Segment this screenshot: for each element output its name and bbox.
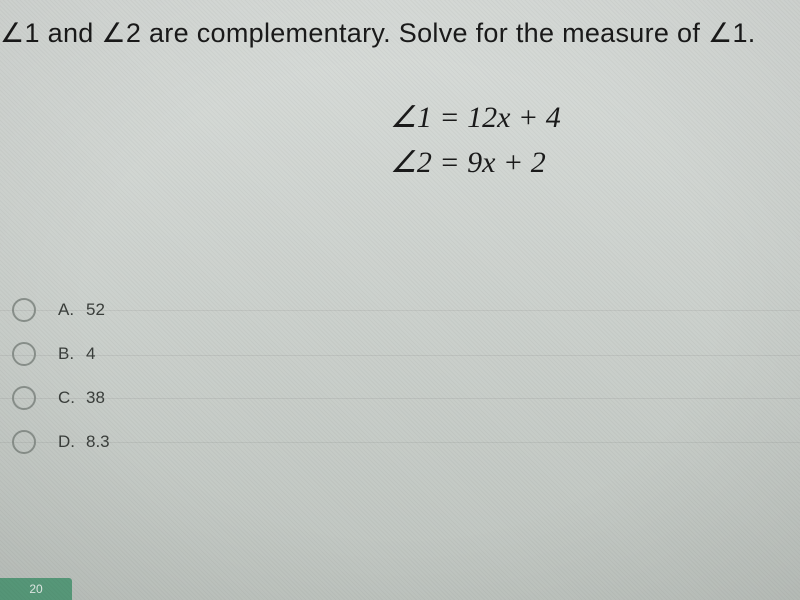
option-value: 8.3 xyxy=(86,432,110,452)
radio-icon[interactable] xyxy=(12,430,36,454)
question-prompt: ∠1 and ∠2 are complementary. Solve for t… xyxy=(0,18,756,49)
equation-2: ∠2 = 9x + 2 xyxy=(390,140,561,185)
option-letter: B. xyxy=(58,344,86,364)
radio-icon[interactable] xyxy=(12,342,36,366)
option-letter: D. xyxy=(58,432,86,452)
option-value: 52 xyxy=(86,300,105,320)
grid-line xyxy=(0,310,800,311)
equation-block: ∠1 = 12x + 4 ∠2 = 9x + 2 xyxy=(390,95,561,185)
option-letter: C. xyxy=(58,388,86,408)
answer-options: A. 52 B. 4 C. 38 D. 8.3 xyxy=(12,288,110,464)
radio-icon[interactable] xyxy=(12,386,36,410)
grid-line xyxy=(0,442,800,443)
option-b[interactable]: B. 4 xyxy=(12,332,110,376)
footer-tab-label: 20 xyxy=(29,582,42,596)
option-c[interactable]: C. 38 xyxy=(12,376,110,420)
option-letter: A. xyxy=(58,300,86,320)
footer-tab[interactable]: 20 xyxy=(0,578,72,600)
grid-line xyxy=(0,355,800,356)
option-value: 38 xyxy=(86,388,105,408)
noise-overlay xyxy=(0,0,800,600)
equation-1: ∠1 = 12x + 4 xyxy=(390,95,561,140)
option-value: 4 xyxy=(86,344,95,364)
grid-line xyxy=(0,398,800,399)
vignette-overlay xyxy=(0,0,800,600)
option-a[interactable]: A. 52 xyxy=(12,288,110,332)
option-d[interactable]: D. 8.3 xyxy=(12,420,110,464)
radio-icon[interactable] xyxy=(12,298,36,322)
